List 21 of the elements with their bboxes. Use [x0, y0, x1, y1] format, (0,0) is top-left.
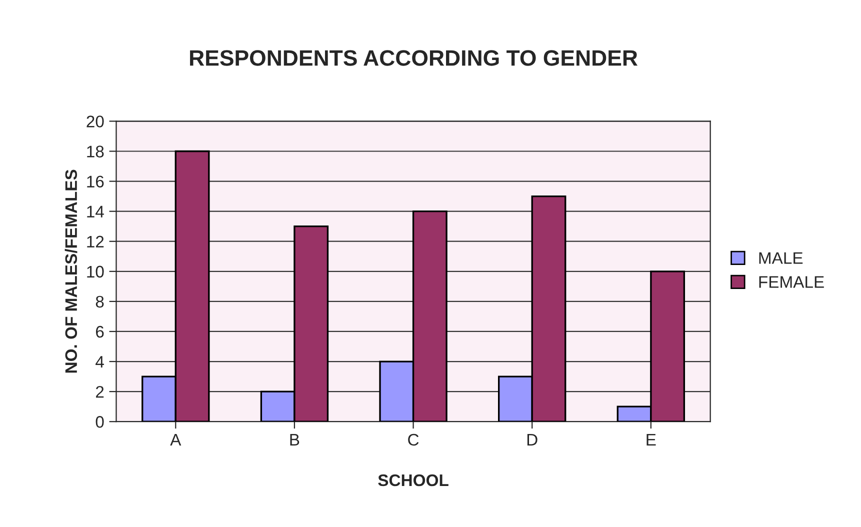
- y-tick-label: 8: [96, 296, 104, 308]
- x-tick-label: A: [170, 434, 182, 446]
- y-tick-label: 16: [87, 176, 104, 188]
- y-tick-label: 4: [96, 356, 104, 368]
- y-tick-label: 6: [96, 326, 104, 338]
- y-tick-label: 20: [86, 116, 104, 128]
- y-axis-title: NO. OF MALES/FEMALES: [64, 170, 78, 373]
- x-axis-title: SCHOOL: [378, 474, 448, 486]
- y-tick-label: 12: [87, 236, 104, 248]
- legend-label: MALE: [759, 252, 803, 264]
- chart-title: RESPONDENTS ACCORDING TO GENDER: [190, 50, 638, 66]
- y-tick-label: 0: [96, 416, 104, 428]
- x-tick-label: E: [646, 434, 656, 446]
- y-tick-label: 2: [96, 386, 104, 398]
- x-tick-label: C: [408, 434, 419, 446]
- y-tick-label: 14: [87, 206, 104, 218]
- y-tick-label: 10: [87, 266, 104, 278]
- y-tick-label: 18: [87, 146, 104, 158]
- x-tick-label: D: [527, 434, 538, 446]
- x-tick-label: B: [290, 434, 300, 446]
- legend-label: FEMALE: [759, 276, 824, 288]
